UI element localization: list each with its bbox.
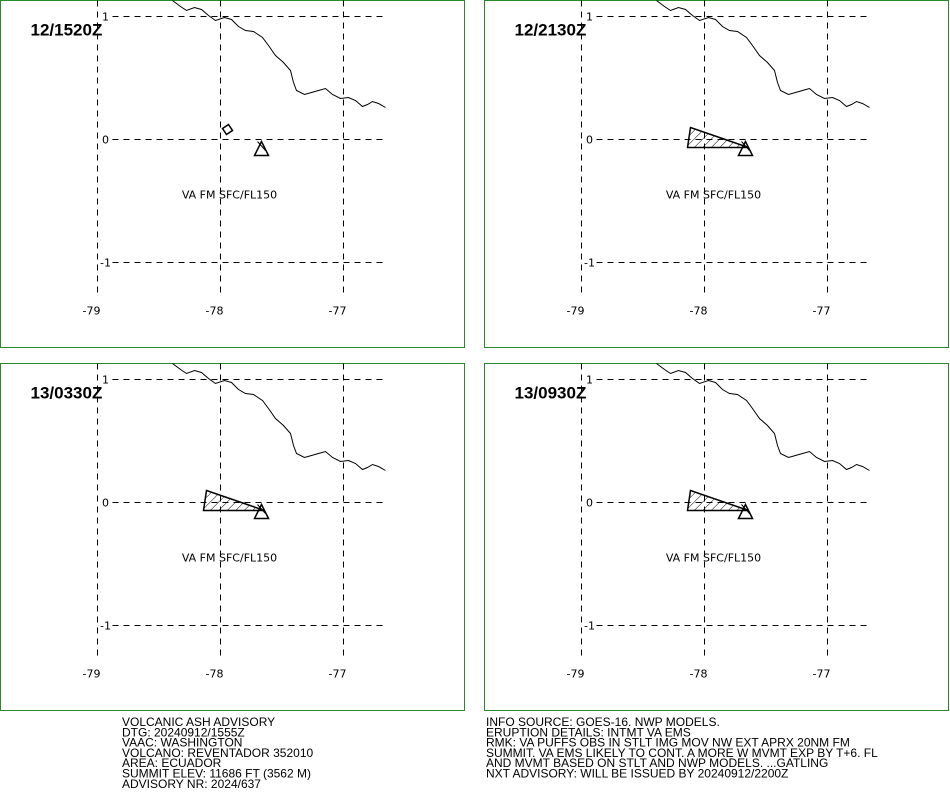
ash-label: VA FM SFC/FL150 [666, 552, 761, 565]
advisory-line: RMK: VA PUFFS OBS IN STLT IMG MOV NW EXT… [486, 736, 850, 750]
lat-label: 0 [586, 134, 593, 147]
advisory-line: DTG: 20240912/1555Z [122, 725, 245, 739]
ash-label: VA FM SFC/FL150 [666, 189, 761, 202]
lon-label: -77 [813, 668, 831, 681]
ash-area [686, 126, 749, 149]
advisory-line: VAAC: WASHINGTON [122, 736, 242, 750]
panel-border [484, 0, 949, 348]
ash-label: VA FM SFC/FL150 [182, 189, 277, 202]
panel-border [484, 363, 949, 711]
lat-label: 0 [102, 497, 109, 510]
lon-label: -78 [206, 305, 224, 318]
lon-label: -79 [83, 668, 101, 681]
map-panel: -79 -78 -77 1 0 -1 12/1520Z VA FM SFC/FL150 [0, 0, 465, 348]
ash-label: VA FM SFC/FL150 [182, 552, 277, 565]
panel-time: 13/0930Z [515, 384, 587, 403]
lat-label: 1 [102, 11, 109, 24]
volcano-marker [253, 502, 270, 520]
volcano-marker [253, 139, 270, 157]
advisory-line: INFO SOURCE: GOES-16. NWP MODELS. [486, 715, 720, 729]
panel-time: 12/1520Z [31, 21, 103, 40]
lat-label: 0 [586, 497, 593, 510]
coastline [656, 0, 870, 108]
lon-label: -77 [813, 305, 831, 318]
lon-label: -77 [329, 305, 347, 318]
lon-label: -79 [567, 668, 585, 681]
volcano-marker [741, 141, 750, 151]
lon-label: -78 [690, 668, 708, 681]
advisory-line: ADVISORY NR: 2024/637 [122, 777, 261, 791]
advisory-line: AREA: ECUADOR [122, 756, 222, 770]
lat-label: -1 [584, 620, 595, 633]
map-panel: -79 -78 -77 1 0 -1 13/0330Z VA FM SFC/FL150 [0, 363, 465, 711]
lat-label: 1 [102, 374, 109, 387]
lon-label: -79 [567, 305, 585, 318]
lat-label: -1 [584, 257, 595, 270]
advisory-line: NXT ADVISORY: WILL BE ISSUED BY 20240912… [486, 767, 788, 781]
ash-area [221, 123, 234, 136]
ash-area [202, 489, 265, 512]
volcano-marker [257, 504, 266, 514]
lon-label: -78 [206, 668, 224, 681]
panel-time: 13/0330Z [31, 384, 103, 403]
volcano-marker [737, 502, 754, 520]
lat-label: 1 [586, 11, 593, 24]
lon-label: -77 [329, 668, 347, 681]
advisory-line: VOLCANO: REVENTADOR 352010 [122, 746, 314, 760]
volcano-marker [257, 141, 266, 151]
volcano-marker [737, 139, 754, 157]
panel-border [0, 363, 465, 711]
lat-label: 1 [586, 374, 593, 387]
advisory-line: SUMMIT. VA EMS LIKELY TO CONT. A MORE W … [486, 746, 878, 760]
lon-label: -79 [83, 305, 101, 318]
advisory-line: SUMMIT ELEV: 11686 FT (3562 M) [122, 767, 311, 781]
advisory-line: AND MVMT BASED ON STLT AND NWP MODELS. .… [486, 756, 828, 770]
lon-label: -78 [690, 305, 708, 318]
advisory-line: VOLCANIC ASH ADVISORY [122, 715, 275, 729]
lat-label: 0 [102, 134, 109, 147]
ash-area [686, 489, 749, 512]
coastline [656, 363, 870, 471]
panel-time: 12/2130Z [515, 21, 587, 40]
lat-label: -1 [100, 257, 111, 270]
advisory-line: ERUPTION DETAILS: INTMT VA EMS [486, 725, 691, 739]
map-panel: -79 -78 -77 1 0 -1 12/2130Z VA FM SFC/FL150 [484, 0, 949, 348]
lat-label: -1 [100, 620, 111, 633]
coastline [172, 0, 386, 108]
panel-border [0, 0, 465, 348]
volcano-marker [741, 504, 750, 514]
coastline [172, 363, 386, 471]
map-panel: -79 -78 -77 1 0 -1 13/0930Z VA FM SFC/FL150 [484, 363, 949, 711]
